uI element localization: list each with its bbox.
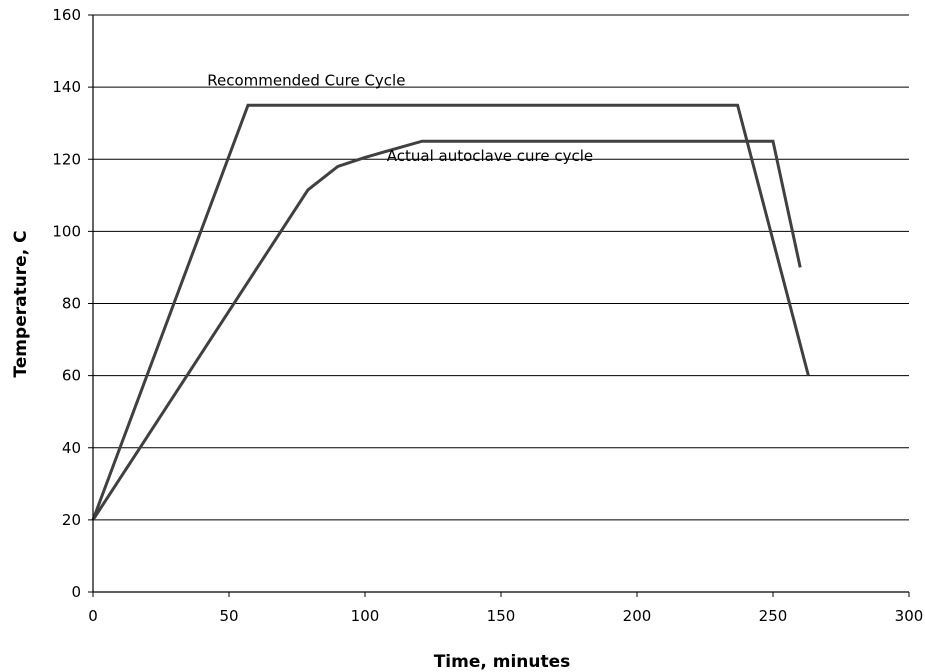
- x-tick-label: 150: [487, 607, 516, 625]
- y-tick-label: 80: [62, 295, 81, 313]
- y-tick-label: 160: [52, 6, 81, 24]
- x-tick-label: 300: [895, 607, 924, 625]
- series-line-2: [91, 139, 802, 521]
- x-tick-label: 0: [88, 607, 98, 625]
- y-tick-label: 120: [52, 150, 81, 168]
- annotation-2: Actual autoclave cure cycle: [387, 147, 593, 165]
- x-tick-label: 100: [351, 607, 380, 625]
- gridlines: [93, 14, 909, 593]
- y-tick-labels: 0 20 40 60 80 100 120 140 160: [52, 6, 81, 601]
- y-tick-label: 60: [62, 367, 81, 385]
- x-tick-label: 50: [219, 607, 238, 625]
- axes: [88, 14, 910, 597]
- y-tick-label: 40: [62, 439, 81, 457]
- x-tick-label: 200: [623, 607, 652, 625]
- y-tick-label: 140: [52, 78, 81, 96]
- annotations: Recommended Cure Cycle Actual autoclave c…: [207, 71, 593, 165]
- annotation-1: Recommended Cure Cycle: [207, 71, 405, 89]
- x-tick-labels: 0 50 100 150 200 250 300: [88, 607, 923, 625]
- series-lines: [91, 103, 810, 521]
- x-tick-label: 250: [759, 607, 788, 625]
- y-tick-label: 20: [62, 511, 81, 529]
- y-tick-label: 0: [71, 583, 81, 601]
- y-tick-label: 100: [52, 222, 81, 240]
- x-axis-title: Time, minutes: [434, 652, 571, 672]
- series-line-1: [91, 103, 810, 521]
- y-axis-title: Temperature, C: [11, 230, 31, 377]
